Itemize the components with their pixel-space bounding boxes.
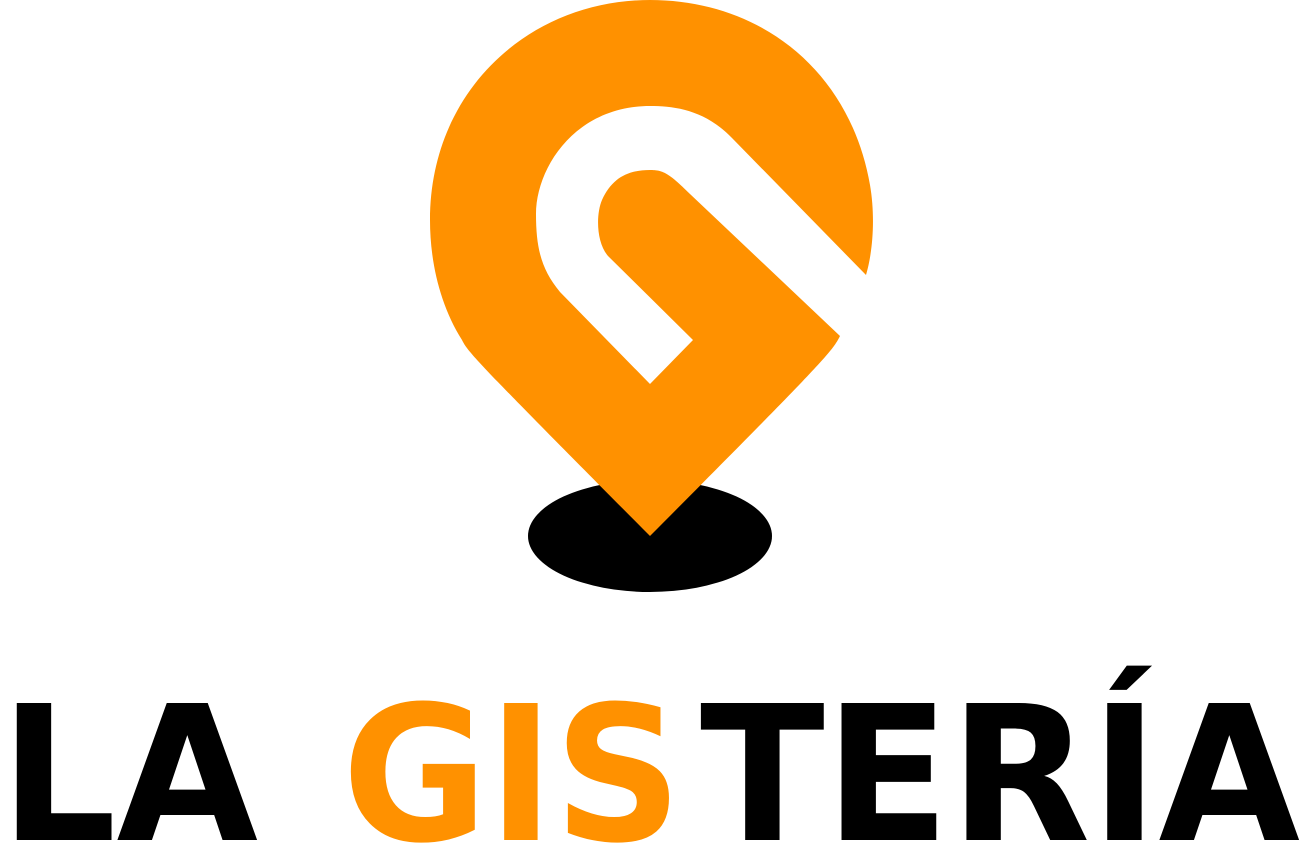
map-pin-g-icon xyxy=(430,0,873,592)
wordmark: LA GIS TERÍA xyxy=(0,666,1300,846)
wordmark-la: LA xyxy=(0,666,258,846)
pin-body xyxy=(430,0,873,536)
wordmark-gis: GIS xyxy=(342,666,682,846)
wordmark-teria: TERÍA xyxy=(700,666,1300,846)
